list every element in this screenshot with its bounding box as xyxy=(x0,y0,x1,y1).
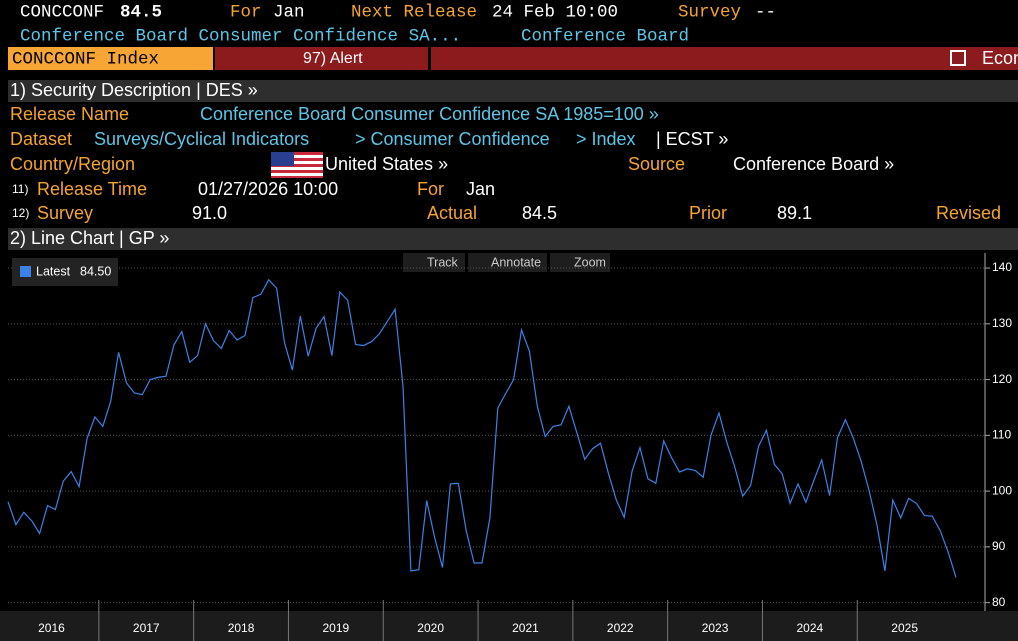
ticker: CONCCONF xyxy=(20,3,104,23)
y-tick-label: 80 xyxy=(992,595,1006,609)
tab-bg xyxy=(215,47,428,70)
label: Next Release xyxy=(351,3,477,23)
field-value: 91.0 xyxy=(192,203,227,223)
field-label: Country/Region xyxy=(10,154,135,174)
security-name: Conference Board Consumer Confidence SA.… xyxy=(20,27,461,47)
x-tick-label: 2019 xyxy=(322,621,349,635)
legend-label: Latest xyxy=(36,264,71,278)
y-tick-label: 100 xyxy=(992,483,1012,497)
x-tick-label: 2016 xyxy=(38,621,65,635)
x-tick-label: 2021 xyxy=(512,621,539,635)
launch-icon xyxy=(950,50,966,66)
value: 24 Feb 10:00 xyxy=(492,3,618,23)
legend-value: 84.50 xyxy=(80,264,111,278)
field-label: Dataset xyxy=(10,129,72,149)
tab-bg xyxy=(431,47,1018,70)
section-title[interactable]: 1) Security Description | DES » xyxy=(10,80,258,100)
toolbar-label[interactable]: Track xyxy=(427,255,459,269)
field-value: 84.5 xyxy=(522,203,557,223)
section-bar xyxy=(8,228,1018,250)
field-number: 12) xyxy=(12,206,29,220)
value: -- xyxy=(755,3,776,23)
tab[interactable]: CONCCONF Index xyxy=(12,50,159,70)
label: Survey xyxy=(678,3,741,23)
y-tick-label: 90 xyxy=(992,539,1006,553)
x-tick-label: 2017 xyxy=(133,621,160,635)
y-tick-label: 140 xyxy=(992,260,1012,274)
field-value: 01/27/2026 10:00 xyxy=(198,179,338,199)
dataset-link[interactable]: > Index xyxy=(576,129,636,149)
value: Jan xyxy=(273,3,305,23)
field-value[interactable]: Conference Board » xyxy=(733,154,894,174)
flag xyxy=(271,152,323,178)
toolbar-label[interactable]: Zoom xyxy=(574,255,606,269)
section-bar xyxy=(8,80,1018,102)
field-label: Prior xyxy=(689,203,727,223)
field-label: Source xyxy=(628,154,685,174)
field-value[interactable]: Conference Board Consumer Confidence SA … xyxy=(200,104,659,124)
field-number: 11) xyxy=(12,182,28,196)
toolbar-label[interactable]: Annotate xyxy=(491,255,541,269)
field-label: Survey xyxy=(37,203,93,223)
x-tick-label: 2020 xyxy=(417,621,444,635)
field-label: For xyxy=(417,179,444,199)
x-tick-label: 2023 xyxy=(702,621,729,635)
x-tick-label: 2024 xyxy=(796,621,823,635)
legend-swatch xyxy=(20,266,31,277)
dataset-link[interactable]: > Consumer Confidence xyxy=(355,129,550,149)
toolbar-button[interactable] xyxy=(468,253,547,272)
field-value: Jan xyxy=(466,179,495,199)
y-tick-label: 110 xyxy=(992,428,1011,442)
toolbar: Track Annotate Zoom xyxy=(403,253,610,272)
x-tick-label: 2022 xyxy=(607,621,634,635)
field-label: Revised xyxy=(936,203,1001,223)
dataset-link[interactable]: | ECST » xyxy=(656,129,728,149)
tab-bg xyxy=(8,47,213,70)
field-value[interactable]: United States » xyxy=(325,154,448,174)
y-tick-label: 120 xyxy=(992,372,1012,386)
section-title[interactable]: 2) Line Chart | GP » xyxy=(10,228,169,248)
security-source: Conference Board xyxy=(521,27,689,47)
field-value: 89.1 xyxy=(777,203,812,223)
label: For xyxy=(230,3,262,23)
dataset-link[interactable]: Surveys/Cyclical Indicators xyxy=(94,129,309,149)
x-tick-label: 2025 xyxy=(891,621,918,635)
x-axis-bar xyxy=(0,611,1018,641)
field-label: Release Name xyxy=(10,104,129,124)
y-tick-label: 130 xyxy=(992,316,1012,330)
tab[interactable]: 97) Alert xyxy=(303,50,363,67)
toolbar-button[interactable] xyxy=(403,253,465,272)
field-label: Actual xyxy=(427,203,477,223)
tab[interactable]: Econ xyxy=(982,48,1018,68)
field-label: Release Time xyxy=(37,179,147,199)
last-value: 84.5 xyxy=(120,3,162,23)
series-line xyxy=(7,278,957,578)
toolbar-button[interactable] xyxy=(550,253,610,272)
x-tick-label: 2018 xyxy=(228,621,255,635)
